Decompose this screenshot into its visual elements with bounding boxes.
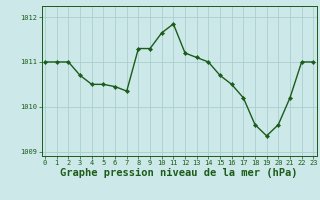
X-axis label: Graphe pression niveau de la mer (hPa): Graphe pression niveau de la mer (hPa) <box>60 168 298 178</box>
